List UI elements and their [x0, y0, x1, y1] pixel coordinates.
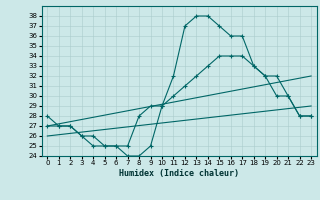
X-axis label: Humidex (Indice chaleur): Humidex (Indice chaleur): [119, 169, 239, 178]
